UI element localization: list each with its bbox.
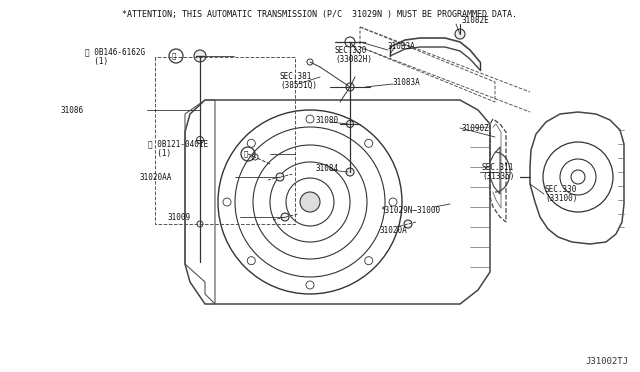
Text: *31029N—31000: *31029N—31000	[380, 205, 440, 215]
Circle shape	[300, 192, 320, 212]
Text: (31335): (31335)	[482, 171, 515, 180]
Text: 31080: 31080	[316, 115, 339, 125]
Circle shape	[194, 50, 206, 62]
Text: 31086: 31086	[60, 106, 83, 115]
Circle shape	[281, 213, 289, 221]
Text: (33082H): (33082H)	[335, 55, 372, 64]
Text: *ATTENTION; THIS AUTOMATIC TRANSMISSION (P/C  31029N ) MUST BE PROGRAMMED DATA.: *ATTENTION; THIS AUTOMATIC TRANSMISSION …	[122, 10, 518, 19]
Text: Ⓑ: Ⓑ	[244, 151, 248, 157]
Text: J31002TJ: J31002TJ	[585, 357, 628, 366]
Text: Ⓐ: Ⓐ	[172, 53, 176, 59]
Circle shape	[455, 29, 465, 39]
Text: 31020AA: 31020AA	[140, 173, 172, 182]
Text: 310B3A: 310B3A	[388, 42, 416, 51]
Text: 31082E: 31082E	[462, 16, 490, 25]
Circle shape	[404, 220, 412, 228]
Text: SEC.330: SEC.330	[545, 185, 577, 193]
Text: Ⓑ 0B121-0401E: Ⓑ 0B121-0401E	[148, 140, 208, 148]
Text: 31090Z: 31090Z	[462, 124, 490, 132]
Text: Ⓐ 0B146-6162G: Ⓐ 0B146-6162G	[85, 48, 145, 57]
Text: 31083A: 31083A	[393, 77, 420, 87]
Circle shape	[276, 173, 284, 181]
Text: 31020A: 31020A	[380, 225, 408, 234]
Text: SEC.381: SEC.381	[280, 71, 312, 80]
Text: 31009: 31009	[168, 212, 191, 221]
Circle shape	[346, 168, 354, 176]
Text: (1): (1)	[85, 57, 108, 65]
Text: 31084: 31084	[316, 164, 339, 173]
Text: SEC.311: SEC.311	[482, 163, 515, 171]
Text: SEC.330: SEC.330	[335, 45, 367, 55]
Text: (1): (1)	[148, 148, 171, 157]
Text: (38551Q): (38551Q)	[280, 80, 317, 90]
Text: (33100): (33100)	[545, 193, 577, 202]
